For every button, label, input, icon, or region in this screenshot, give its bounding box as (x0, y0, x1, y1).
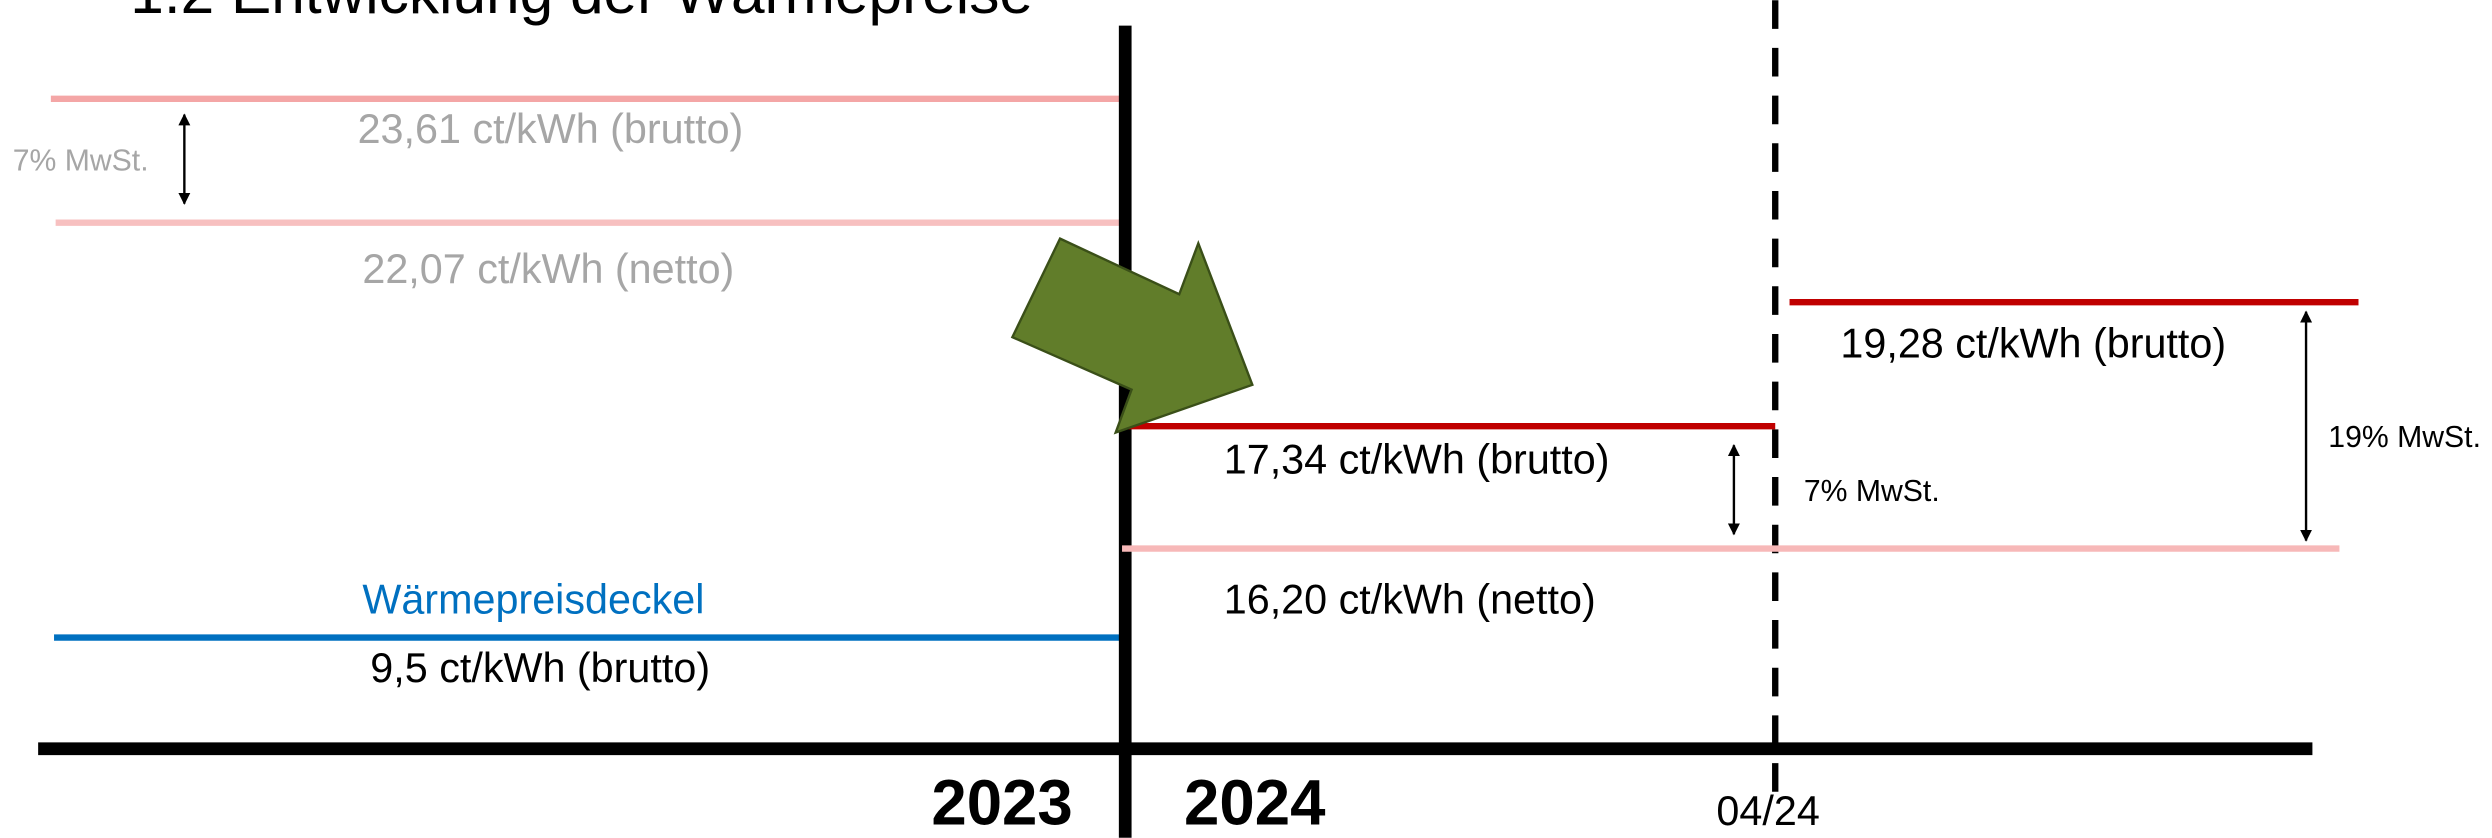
gross-label-2023: 23,61 ct/kWh (brutto) (358, 106, 744, 152)
year-label: 2023 (931, 767, 1072, 838)
date-label: 04/24 (1716, 788, 1819, 834)
title: 1.2 Entwicklung der Wärmepreise (130, 0, 1033, 26)
net-label-2024: 16,20 ct/kWh (netto) (1224, 576, 1596, 622)
cap-label: Wärmepreisdeckel (362, 576, 704, 622)
vat-label-2023: 7% MwSt. (13, 144, 149, 177)
vat-label-2024: 7% MwSt. (1804, 475, 1940, 508)
decrease-arrow (1010, 237, 1254, 435)
cap-value: 9,5 ct/kWh (brutto) (370, 645, 710, 691)
year-label: 2024 (1184, 767, 1326, 838)
vat-label-april: 19% MwSt. (2328, 421, 2481, 454)
net-label-2023: 22,07 ct/kWh (netto) (362, 246, 734, 292)
gross-label-april: 19,28 ct/kWh (brutto) (1840, 321, 2226, 367)
gross-label-2024: 17,34 ct/kWh (brutto) (1224, 437, 1610, 483)
